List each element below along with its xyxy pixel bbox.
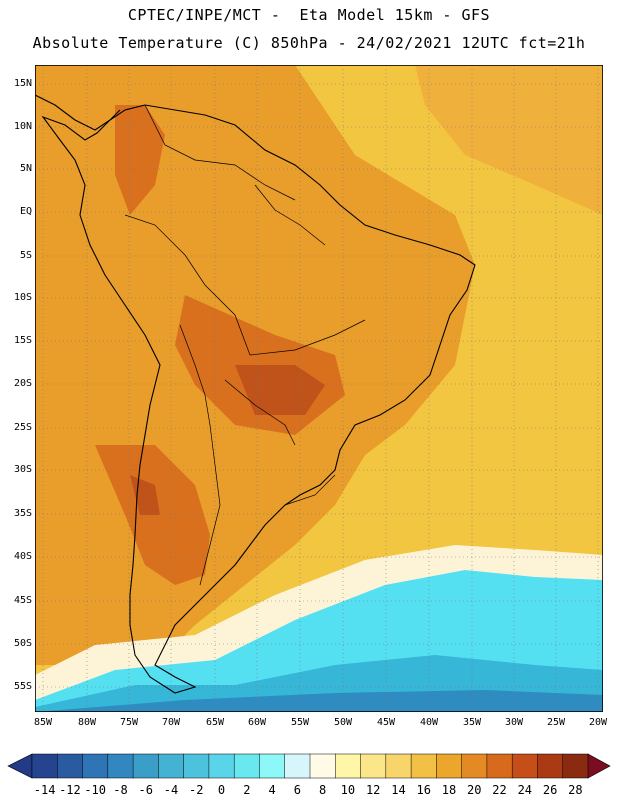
colorbar-tick-label: 26 [542, 783, 558, 797]
colorbar-swatch [562, 753, 589, 779]
lon-label: 80W [77, 717, 97, 728]
lon-label: 45W [376, 717, 396, 728]
lon-label: 70W [161, 717, 181, 728]
colorbar-arrow-left [7, 753, 33, 779]
hottest-region-central [235, 365, 325, 415]
colorbar-tick-label: 18 [441, 783, 457, 797]
colorbar-tick-label: -8 [113, 783, 128, 797]
lat-label: 10N [13, 121, 32, 132]
colorbar-swatch [158, 753, 185, 779]
lon-label: 75W [119, 717, 139, 728]
lat-label: 35S [13, 508, 32, 519]
colorbar-swatch [208, 753, 235, 779]
colorbar-tick-label: 6 [293, 783, 301, 797]
lat-label: 5N [19, 163, 32, 174]
country-borders [124, 104, 366, 586]
lon-label: 25W [546, 717, 566, 728]
colorbar-tick-label: 10 [340, 783, 356, 797]
colorbar-tick-label: 0 [217, 783, 226, 797]
lat-label: 50S [13, 638, 32, 649]
colorbar-swatch [309, 753, 336, 779]
lon-label: 20W [588, 717, 608, 728]
colorbar-tick-label: 12 [365, 783, 381, 797]
colorbar-tick-label: -2 [189, 783, 204, 797]
colorbar-swatch [461, 753, 488, 779]
colorbar-swatch [259, 753, 286, 779]
chart-subtitle: Absolute Temperature (C) 850hPa - 24/02/… [32, 34, 586, 52]
lat-label: 15S [13, 335, 32, 346]
colorbar-tick-label: 8 [319, 783, 327, 797]
temperature-map [35, 65, 603, 712]
colorbar-tick-label: -10 [84, 783, 107, 797]
colorbar-swatch [537, 753, 564, 779]
colorbar-tick-label: -4 [163, 783, 179, 797]
colorbar-swatch [233, 753, 260, 779]
colorbar-swatch [82, 753, 109, 779]
colorbar-tick-label: 28 [568, 783, 583, 797]
lat-label: 5S [19, 250, 32, 261]
lat-label: 15N [13, 78, 32, 89]
central-america-coastline [35, 94, 121, 131]
colorbar-swatch [335, 753, 362, 779]
lon-label: 65W [205, 717, 225, 728]
lon-label: 60W [247, 717, 267, 728]
colorbar-tick-label: 2 [243, 783, 251, 797]
colorbar-tick-label: 20 [467, 783, 482, 797]
lon-label: 85W [33, 717, 53, 728]
lon-label: 40W [419, 717, 439, 728]
lat-label: 20S [13, 378, 32, 389]
colorbar-tick-label: -6 [138, 783, 153, 797]
lat-label: 10S [13, 292, 32, 303]
colorbar-tick-label: 24 [517, 783, 533, 797]
hot-region-north [115, 105, 165, 215]
colorbar-swatch [385, 753, 412, 779]
lat-label: 45S [13, 595, 32, 606]
colorbar-arrow-right [587, 753, 611, 779]
colorbar-swatch [31, 753, 58, 779]
lat-gridlines [35, 83, 603, 688]
colorbar-swatch [436, 753, 463, 779]
colorbar-swatch [284, 753, 311, 779]
colorbar-tick-label: 14 [391, 783, 406, 797]
colorbar-swatch [107, 753, 134, 779]
coldest-region [35, 690, 603, 712]
south-america-coastline [41, 104, 476, 694]
lon-label: 55W [290, 717, 310, 728]
lat-label: EQ [19, 206, 32, 217]
colorbar-tick-label: 16 [416, 783, 431, 797]
colorbar [7, 753, 611, 779]
colorbar-tick-label: -12 [59, 783, 81, 797]
colorbar-swatch [410, 753, 437, 779]
lat-label: 55S [13, 681, 32, 692]
lat-label: 40S [13, 551, 32, 562]
lon-label: 35W [462, 717, 482, 728]
lon-label: 30W [504, 717, 524, 728]
colorbar-swatch [57, 753, 84, 779]
colorbar-swatch [183, 753, 210, 779]
lat-label: 30S [13, 464, 32, 475]
colorbar-tick-label: -14 [33, 783, 56, 797]
colorbar-swatch [486, 753, 513, 779]
lat-label: 25S [13, 422, 32, 433]
chart-title: CPTEC/INPE/MCT - Eta Model 15km - GFS [127, 6, 491, 24]
colorbar-tick-label: 22 [492, 783, 507, 797]
colorbar-swatch [360, 753, 387, 779]
colorbar-swatch [132, 753, 159, 779]
lon-label: 50W [333, 717, 353, 728]
colorbar-tick-label: 4 [268, 783, 276, 797]
colorbar-swatch [511, 753, 538, 779]
